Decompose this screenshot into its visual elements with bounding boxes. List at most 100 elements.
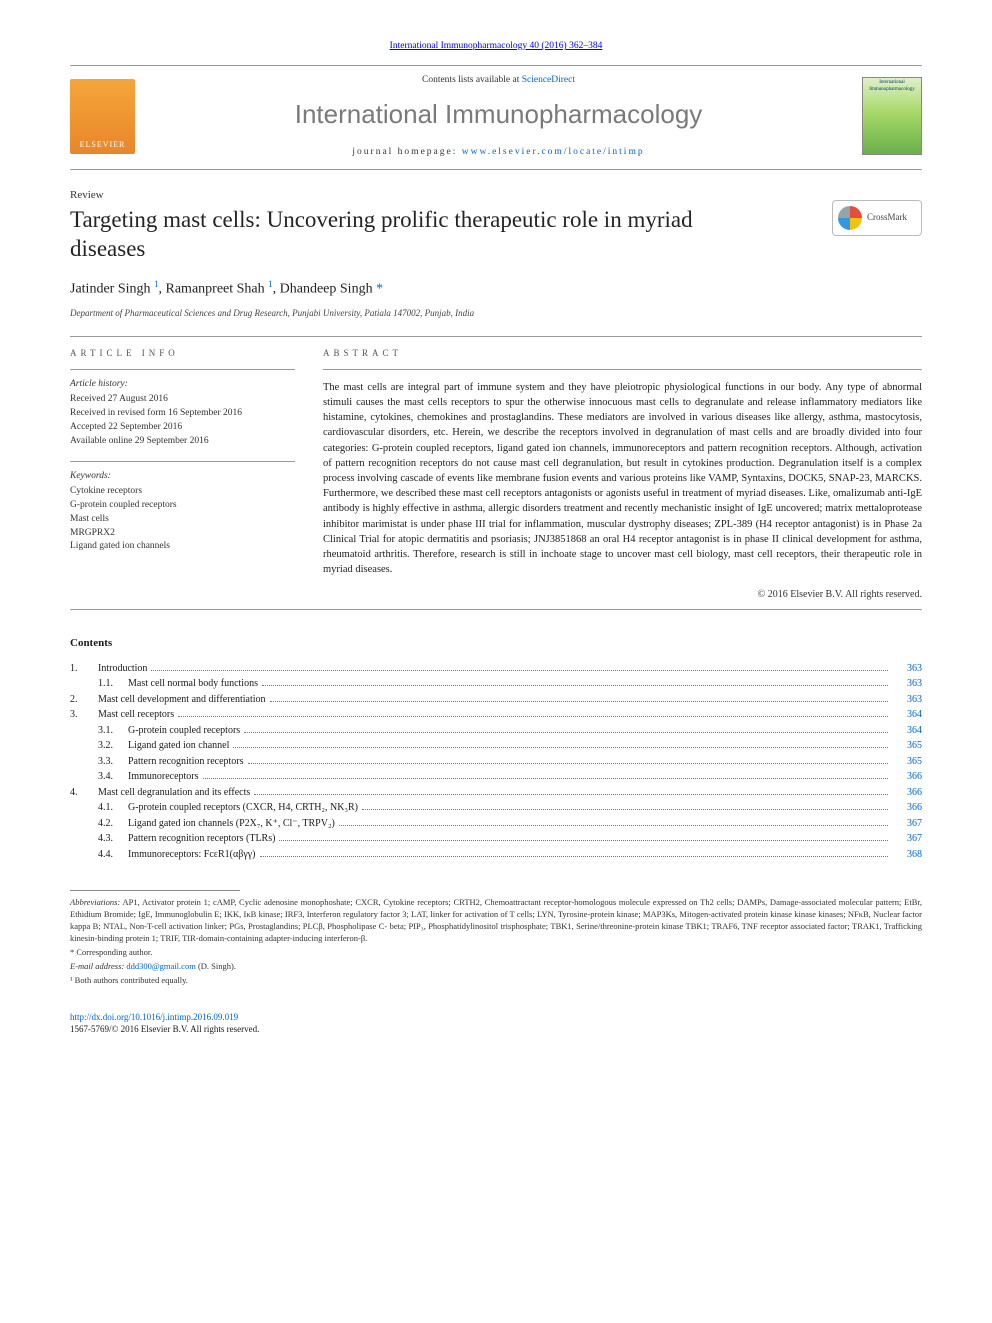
toc-page-link[interactable]: 367 — [892, 816, 922, 832]
toc-label: Mast cell normal body functions — [128, 676, 258, 692]
list-item: Cytokine receptors — [70, 485, 295, 499]
masthead-center: Contents lists available at ScienceDirec… — [135, 74, 862, 159]
toc-label: Mast cell development and differentiatio… — [98, 692, 266, 708]
toc-leader-dots — [203, 778, 888, 779]
contents-prefix: Contents lists available at — [422, 75, 522, 85]
doi-block: http://dx.doi.org/10.1016/j.intimp.2016.… — [70, 1011, 922, 1036]
doi-link[interactable]: http://dx.doi.org/10.1016/j.intimp.2016.… — [70, 1012, 238, 1022]
toc-number: 4.4. — [98, 847, 128, 863]
toc-number: 3.1. — [98, 723, 128, 739]
list-item: G-protein coupled receptors — [70, 499, 295, 513]
toc-page-link[interactable]: 366 — [892, 785, 922, 801]
toc-page-link[interactable]: 365 — [892, 754, 922, 770]
toc-leader-dots — [248, 763, 888, 764]
toc-page-link[interactable]: 365 — [892, 738, 922, 754]
toc-page-link[interactable]: 363 — [892, 661, 922, 677]
affiliation: Department of Pharmaceutical Sciences an… — [70, 307, 922, 319]
toc-page-link[interactable]: 366 — [892, 769, 922, 785]
toc-number: 4. — [70, 785, 98, 801]
abstract-copyright: © 2016 Elsevier B.V. All rights reserved… — [323, 588, 922, 602]
list-item: Received in revised form 16 September 20… — [70, 407, 295, 421]
abbrev-text: AP1, Activator protein 1; cAMP, Cyclic a… — [70, 897, 922, 943]
list-item: Available online 29 September 2016 — [70, 435, 295, 449]
crossmark-label: CrossMark — [867, 211, 907, 223]
homepage-line: journal homepage: www.elsevier.com/locat… — [135, 146, 862, 159]
toc-row: 3.Mast cell receptors 364 — [70, 707, 922, 723]
toc-number: 3.2. — [98, 738, 128, 754]
footnotes-rule — [70, 890, 240, 891]
toc-row: 4.4.Immunoreceptors: FcεR1(αβγγ) 368 — [70, 847, 922, 863]
homepage-prefix: journal homepage: — [352, 147, 461, 157]
info-abstract-row: article info Article history: Received 2… — [70, 347, 922, 601]
toc-leader-dots — [279, 840, 888, 841]
abbrev-label: Abbreviations: — [70, 897, 120, 907]
toc-leader-dots — [233, 747, 888, 748]
toc-row: 2.Mast cell development and differentiat… — [70, 692, 922, 708]
list-item: Ligand gated ion channels — [70, 540, 295, 554]
article-title: Targeting mast cells: Uncovering prolifi… — [70, 206, 710, 264]
elsevier-logo-text: ELSEVIER — [80, 140, 126, 151]
toc-label: Pattern recognition receptors — [128, 754, 244, 770]
toc-label: Ligand gated ion channels (P2X₇, K⁺, Cl⁻… — [128, 816, 335, 832]
list-item: Received 27 August 2016 — [70, 393, 295, 407]
toc-number: 4.3. — [98, 831, 128, 847]
toc-label: Introduction — [98, 661, 147, 677]
contents-heading: Contents — [70, 636, 922, 651]
toc-number: 1.1. — [98, 676, 128, 692]
sciencedirect-link[interactable]: ScienceDirect — [522, 75, 575, 85]
email-link[interactable]: ddd300@gmail.com — [126, 961, 195, 971]
toc-label: Immunoreceptors: FcεR1(αβγγ) — [128, 847, 256, 863]
toc-row: 3.3.Pattern recognition receptors365 — [70, 754, 922, 770]
corresponding-author-footnote: * Corresponding author. — [70, 947, 922, 959]
email-footnote: E-mail address: ddd300@gmail.com (D. Sin… — [70, 961, 922, 973]
homepage-link[interactable]: www.elsevier.com/locate/intimp — [462, 147, 645, 157]
crossmark-badge[interactable]: CrossMark — [832, 200, 922, 236]
toc-leader-dots — [362, 809, 888, 810]
toc-leader-dots — [260, 856, 888, 857]
toc-page-link[interactable]: 364 — [892, 723, 922, 739]
toc-row: 3.1.G-protein coupled receptors364 — [70, 723, 922, 739]
masthead: ELSEVIER Contents lists available at Sci… — [70, 65, 922, 170]
keywords-label: Keywords: — [70, 470, 295, 484]
article-header: Review Targeting mast cells: Uncovering … — [70, 188, 922, 320]
toc-leader-dots — [339, 825, 888, 826]
toc-row: 3.4.Immunoreceptors366 — [70, 769, 922, 785]
toc-label: Ligand gated ion channel — [128, 738, 229, 754]
toc-row: 4.Mast cell degranulation and its effect… — [70, 785, 922, 801]
toc-number: 4.2. — [98, 816, 128, 832]
toc-page-link[interactable]: 366 — [892, 800, 922, 816]
keywords-list: Cytokine receptorsG-protein coupled rece… — [70, 485, 295, 554]
elsevier-logo: ELSEVIER — [70, 79, 135, 154]
toc-row: 4.2.Ligand gated ion channels (P2X₇, K⁺,… — [70, 816, 922, 832]
citation-header: International Immunopharmacology 40 (201… — [70, 40, 922, 53]
toc-row: 4.1.G-protein coupled receptors (CXCR, H… — [70, 800, 922, 816]
contents-available-line: Contents lists available at ScienceDirec… — [135, 74, 862, 87]
cover-text: International Immunopharmacology — [869, 80, 915, 92]
rule-above-info — [70, 336, 922, 337]
toc-number: 2. — [70, 692, 98, 708]
equal-contrib-footnote: ¹ Both authors contributed equally. — [70, 975, 922, 987]
toc-page-link[interactable]: 363 — [892, 676, 922, 692]
toc-number: 3.4. — [98, 769, 128, 785]
toc-number: 3. — [70, 707, 98, 723]
toc-page-link[interactable]: 368 — [892, 847, 922, 863]
keywords-block: Keywords: Cytokine receptorsG-protein co… — [70, 461, 295, 555]
abstract-text: The mast cells are integral part of immu… — [323, 380, 922, 578]
rule-above-abstract — [323, 369, 922, 370]
toc-leader-dots — [178, 716, 888, 717]
citation-link[interactable]: International Immunopharmacology 40 (201… — [390, 41, 603, 51]
footnotes: Abbreviations: AP1, Activator protein 1;… — [70, 897, 922, 986]
toc-page-link[interactable]: 363 — [892, 692, 922, 708]
article-info-column: article info Article history: Received 2… — [70, 347, 295, 601]
toc-label: Mast cell receptors — [98, 707, 174, 723]
article-info-heading: article info — [70, 347, 295, 359]
toc-leader-dots — [270, 701, 888, 702]
toc-label: G-protein coupled receptors (CXCR, H4, C… — [128, 800, 358, 816]
article-type: Review — [70, 188, 922, 203]
rule-below-abstract — [70, 609, 922, 610]
toc-page-link[interactable]: 367 — [892, 831, 922, 847]
issn-line: 1567-5769/© 2016 Elsevier B.V. All right… — [70, 1024, 259, 1034]
list-item: MRGPRX2 — [70, 527, 295, 541]
journal-cover-thumb: International Immunopharmacology — [862, 77, 922, 155]
toc-page-link[interactable]: 364 — [892, 707, 922, 723]
